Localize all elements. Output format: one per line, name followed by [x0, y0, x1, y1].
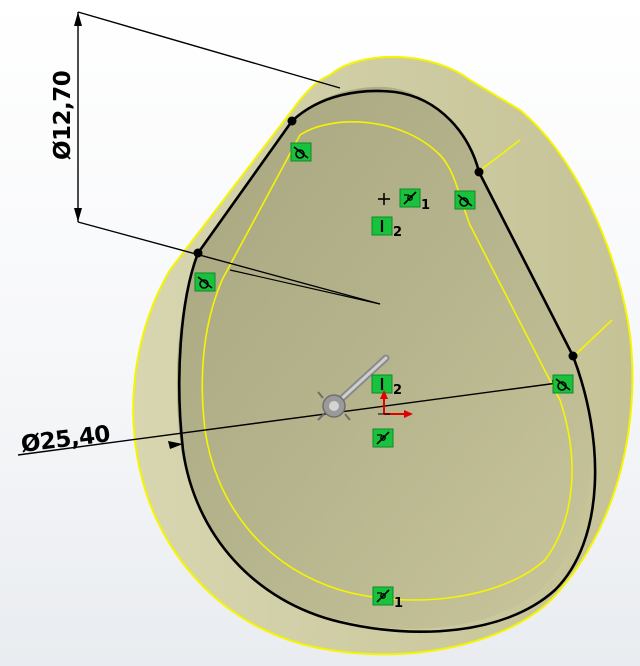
- sketch-profile[interactable]: [178, 89, 597, 633]
- tangent-relation-icon[interactable]: [290, 142, 312, 162]
- origin-icon[interactable]: [378, 390, 413, 418]
- dimension-small-diameter-text[interactable]: Ø12,70: [50, 71, 76, 160]
- coincident-relation-index-bottom: 1: [394, 596, 403, 611]
- rotate-handle-icon[interactable]: [317, 354, 390, 421]
- sketch-point-top-left[interactable]: [287, 116, 297, 126]
- dimension-leader-center: [229, 269, 381, 305]
- coincident-relation-icon[interactable]: [372, 428, 394, 448]
- coincident-relation-icon[interactable]: [372, 586, 394, 606]
- dimension-large-diameter-text[interactable]: Ø25,40: [20, 421, 112, 458]
- vertical-relation-index-middle: 2: [393, 383, 402, 398]
- tangent-relation-icon[interactable]: [454, 190, 476, 210]
- vertical-relation-icon[interactable]: [371, 216, 393, 236]
- coincident-relation-index: 1: [421, 198, 430, 213]
- coincident-relation-icon[interactable]: [399, 188, 421, 208]
- arc-center-marker[interactable]: [378, 193, 390, 205]
- tangent-relation-icon[interactable]: [194, 272, 216, 292]
- vertical-relation-index-upper: 2: [393, 225, 402, 240]
- tangent-relation-icon[interactable]: [552, 374, 574, 394]
- dimension-small-diameter[interactable]: Ø12,70: [50, 11, 381, 305]
- sketch-point-right[interactable]: [568, 351, 578, 361]
- side-seam-lower: [572, 319, 613, 358]
- side-seam-upper: [477, 139, 521, 173]
- sketch-point-top-right[interactable]: [474, 167, 484, 177]
- vertical-relation-icon[interactable]: [371, 374, 393, 394]
